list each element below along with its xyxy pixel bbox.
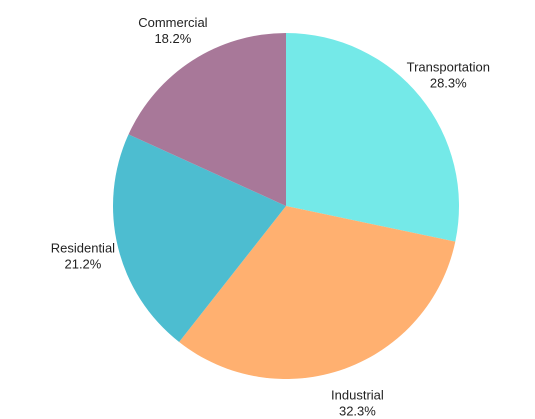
pie-slice-industrial xyxy=(179,206,456,379)
pie-slice-transportation xyxy=(286,33,459,242)
pie-label-name: Industrial xyxy=(331,387,384,402)
pie-slice-residential xyxy=(112,134,286,343)
pie-label-percent: 32.3% xyxy=(339,403,376,418)
pie-label-industrial: Industrial 32.3% xyxy=(331,387,384,418)
pie-label-name: Residential xyxy=(51,240,115,255)
pie-slice-commercial xyxy=(128,33,286,206)
pie-label-percent: 21.2% xyxy=(64,256,101,271)
pie-label-percent: 28.3% xyxy=(430,75,467,90)
pie-label-transportation: Transportation 28.3% xyxy=(407,59,490,90)
pie-label-name: Commercial xyxy=(138,15,207,30)
pie-label-residential: Residential 21.2% xyxy=(51,240,115,271)
pie-label-percent: 18.2% xyxy=(154,31,191,46)
pie-label-name: Transportation xyxy=(407,59,490,74)
pie-label-commercial: Commercial 18.2% xyxy=(138,15,207,46)
